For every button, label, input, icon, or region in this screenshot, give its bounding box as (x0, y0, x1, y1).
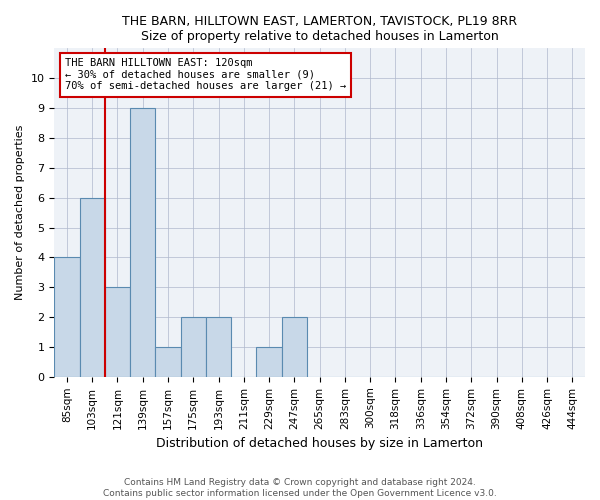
Y-axis label: Number of detached properties: Number of detached properties (15, 125, 25, 300)
Bar (181, 317, 206, 377)
Bar (105, 287, 130, 377)
Bar (80, 198, 105, 377)
Bar (130, 108, 155, 377)
Bar (282, 317, 307, 377)
Bar (256, 347, 282, 377)
Title: THE BARN, HILLTOWN EAST, LAMERTON, TAVISTOCK, PL19 8RR
Size of property relative: THE BARN, HILLTOWN EAST, LAMERTON, TAVIS… (122, 15, 517, 43)
Bar (54, 258, 80, 377)
Bar (155, 347, 181, 377)
Text: THE BARN HILLTOWN EAST: 120sqm
← 30% of detached houses are smaller (9)
70% of s: THE BARN HILLTOWN EAST: 120sqm ← 30% of … (65, 58, 346, 92)
Bar (206, 317, 231, 377)
X-axis label: Distribution of detached houses by size in Lamerton: Distribution of detached houses by size … (156, 437, 483, 450)
Text: Contains HM Land Registry data © Crown copyright and database right 2024.
Contai: Contains HM Land Registry data © Crown c… (103, 478, 497, 498)
